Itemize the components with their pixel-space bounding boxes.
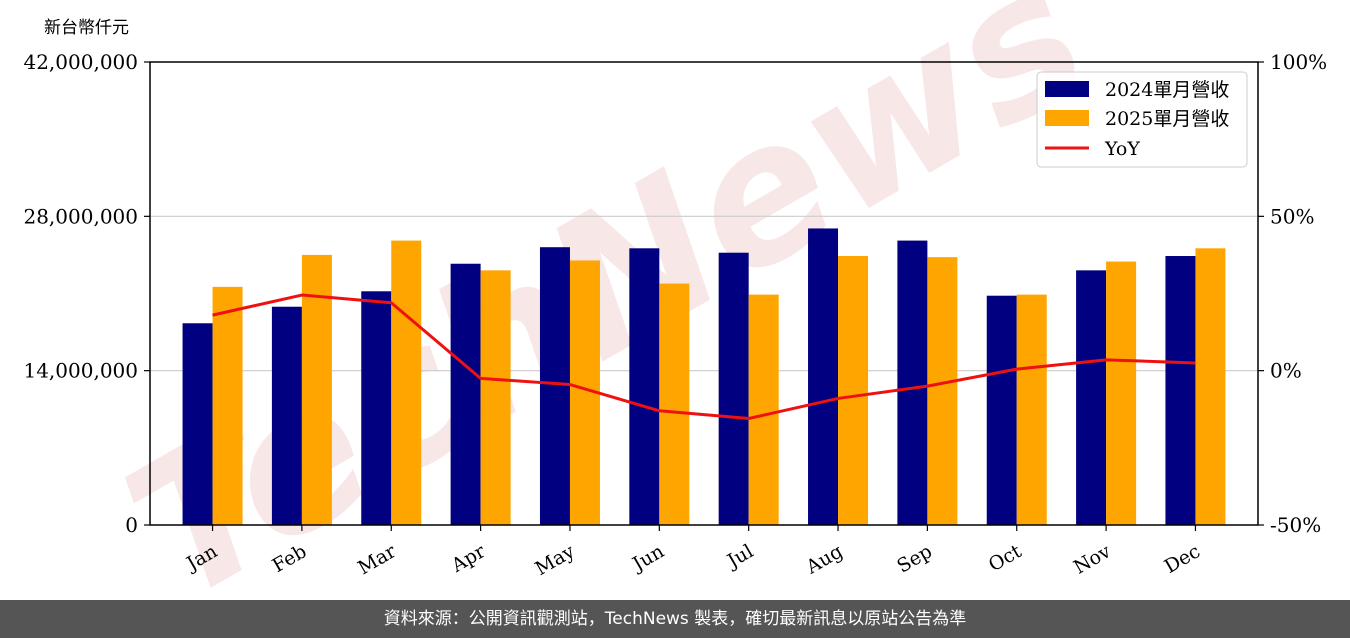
chart-legend: 2024單月營收 2025單月營收 YoY bbox=[1036, 71, 1248, 168]
bar-2024-may bbox=[539, 247, 570, 525]
legend-box bbox=[1036, 71, 1248, 168]
y2-tick-label: 100% bbox=[1270, 50, 1327, 74]
bar-2025-oct bbox=[1016, 294, 1047, 525]
x-tick-label: Aug bbox=[802, 540, 847, 579]
bar-2025-apr bbox=[480, 270, 511, 525]
bar-2025-jul bbox=[748, 294, 779, 525]
x-tick-label: Sep bbox=[893, 540, 936, 577]
bar-2024-aug bbox=[808, 228, 839, 525]
bar-2025-jun bbox=[659, 283, 690, 525]
bar-2025-aug bbox=[838, 256, 869, 525]
bar-2025-feb bbox=[301, 254, 332, 525]
y2-tick-label: 0% bbox=[1270, 359, 1302, 383]
bar-2025-sep bbox=[927, 257, 958, 525]
x-tick-label: Apr bbox=[447, 540, 490, 577]
legend-label-2025: 2025單月營收 bbox=[1105, 108, 1229, 130]
y2-tick-label: 50% bbox=[1270, 204, 1314, 228]
legend-swatch-2025 bbox=[1045, 110, 1089, 126]
plot-frame bbox=[149, 61, 1259, 526]
bar-2024-jul bbox=[718, 252, 749, 525]
bar-2024-apr bbox=[450, 263, 481, 525]
legend-label-2024: 2024單月營收 bbox=[1105, 79, 1229, 101]
technews-watermark: TechNews bbox=[94, 0, 1121, 600]
bar-2025-nov bbox=[1106, 261, 1137, 525]
y2-tick-label: -50% bbox=[1270, 513, 1321, 537]
bar-2024-sep bbox=[897, 240, 928, 526]
revenue-chart: TechNews 新台幣仟元 0 14,000,000 28,000,000 42,0… bbox=[23, 0, 1327, 600]
x-tick-label: Dec bbox=[1161, 540, 1204, 578]
bar-2025-dec bbox=[1195, 248, 1226, 526]
legend-label-yoy: YoY bbox=[1104, 138, 1140, 160]
bar-2024-dec bbox=[1165, 256, 1196, 525]
x-tick-label: Nov bbox=[1070, 540, 1115, 579]
bar-2025-jan bbox=[212, 286, 243, 525]
bar-2024-nov bbox=[1076, 270, 1107, 525]
x-tick-label: Jun bbox=[627, 540, 668, 576]
legend-swatch-2024 bbox=[1045, 81, 1089, 97]
yoy-line bbox=[212, 293, 1196, 421]
y-tick-label: 28,000,000 bbox=[23, 204, 138, 228]
x-tick-label: Oct bbox=[985, 540, 1026, 576]
bar-2024-feb bbox=[271, 306, 302, 525]
x-tick-label: Jul bbox=[722, 540, 757, 573]
x-tick-label: May bbox=[532, 540, 579, 580]
bar-2024-mar bbox=[361, 291, 392, 525]
bar-2024-jun bbox=[629, 248, 660, 526]
bar-2024-oct bbox=[986, 295, 1017, 525]
y-tick-label: 14,000,000 bbox=[23, 359, 138, 383]
y-tick-label: 0 bbox=[125, 513, 138, 537]
y-tick-label: 42,000,000 bbox=[23, 50, 138, 74]
y-unit-label: 新台幣仟元 bbox=[44, 18, 129, 38]
bar-2024-jan bbox=[182, 323, 213, 525]
bar-2025-mar bbox=[391, 240, 422, 526]
source-footer: 資料來源：公開資訊觀測站，TechNews 製表，確切最新訊息以原站公告為準 bbox=[0, 600, 1350, 638]
